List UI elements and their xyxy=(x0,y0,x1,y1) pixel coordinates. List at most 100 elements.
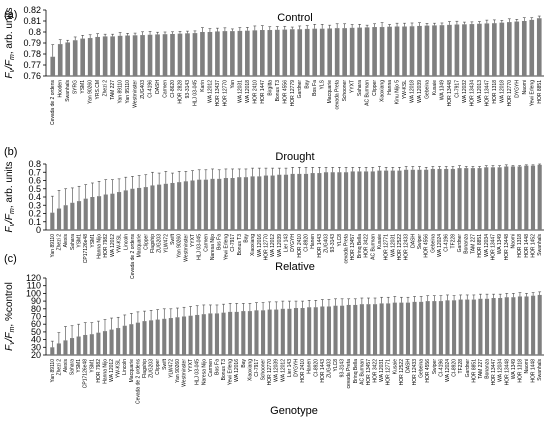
x-tick-label: HOR 12770 xyxy=(263,234,269,261)
bar xyxy=(129,324,134,355)
x-tick-label: WA 12012 xyxy=(280,359,286,382)
y-tick-label: 120 xyxy=(26,273,41,283)
panel-title: Drought xyxy=(275,151,314,163)
bar xyxy=(267,309,272,355)
x-tick-label: Swift xyxy=(162,358,168,369)
bar xyxy=(536,18,542,76)
bar xyxy=(506,22,512,77)
x-tick-label: YW-KSL xyxy=(402,80,408,99)
bar xyxy=(237,30,243,76)
x-tick-label: Naomi xyxy=(524,359,530,373)
x-tick-label: HOR 1318 xyxy=(517,234,523,258)
bar xyxy=(155,34,160,76)
bar xyxy=(342,28,347,76)
bar xyxy=(259,30,265,76)
x-tick-label: Yan xyxy=(230,80,236,89)
x-tick-label: TF228 xyxy=(450,234,456,249)
bar xyxy=(490,167,496,230)
x-tick-label: HLJ 03-045 xyxy=(192,80,198,106)
x-tick-label: HOR 3422 xyxy=(373,359,379,383)
bar xyxy=(471,299,476,355)
bar xyxy=(168,318,173,355)
x-tick-label: Lincoln xyxy=(123,234,129,250)
x-tick-label: CI-4196 xyxy=(148,80,154,98)
y-tick-label: 110 xyxy=(27,281,41,291)
y-tick-label: 0 xyxy=(36,225,41,235)
bar xyxy=(197,179,202,230)
bar xyxy=(484,298,490,355)
bar xyxy=(222,31,228,76)
bar xyxy=(123,190,128,230)
x-tick-label: Yewi Erleng xyxy=(228,359,234,385)
bar xyxy=(379,27,385,76)
bar xyxy=(464,168,469,230)
x-tick-label: HOR 7982 xyxy=(103,234,109,258)
x-tick-label: Bay xyxy=(305,80,311,89)
bar xyxy=(195,314,200,355)
x-tick-label: WA 12039 xyxy=(417,80,423,103)
bar xyxy=(462,24,467,76)
bar xyxy=(135,322,140,355)
bar xyxy=(410,169,415,230)
x-tick-label: Hooden xyxy=(58,80,64,98)
x-tick-label: WA 1349 xyxy=(497,234,503,254)
x-tick-label: Swiper xyxy=(432,359,438,375)
panel-label: (a) xyxy=(4,9,17,21)
x-tick-label: DASH xyxy=(410,234,416,248)
x-tick-label: Hanna xyxy=(387,80,393,95)
bar xyxy=(57,44,63,76)
x-tick-label: Kusaie xyxy=(392,359,398,375)
bar xyxy=(454,24,460,76)
x-tick-label: Lier 143 xyxy=(283,234,289,252)
y-tick-label: 0.78 xyxy=(23,49,41,59)
bar xyxy=(346,304,351,355)
x-tick-label: Gebeina xyxy=(424,80,430,99)
x-tick-label: HOR 12771 xyxy=(386,359,392,386)
bar xyxy=(333,305,338,355)
bar xyxy=(110,36,115,76)
bar xyxy=(297,29,303,76)
y-tick-label: 0.5 xyxy=(28,184,41,194)
x-tick-label: HOR 13448 xyxy=(447,80,453,107)
x-tick-label: Westminster xyxy=(182,359,188,387)
x-tick-label: HOR 13447 xyxy=(490,234,496,261)
bar xyxy=(183,181,188,230)
bar xyxy=(402,26,407,76)
bar xyxy=(343,172,349,230)
panel-title: Relative xyxy=(275,261,315,273)
bar xyxy=(203,179,208,230)
bar xyxy=(208,313,213,355)
x-tick-label: HOR 2410 xyxy=(297,234,303,258)
bar xyxy=(313,307,318,355)
x-tick-label: HOR 4556 xyxy=(425,359,431,383)
x-tick-label: ZUG203 xyxy=(149,359,155,378)
x-tick-label: Swanhals xyxy=(65,80,71,102)
x-tick-label: Naomi xyxy=(510,234,516,248)
x-tick-label: AC Burman xyxy=(359,359,365,385)
bar xyxy=(353,304,358,355)
x-tick-label: Gebeina xyxy=(419,359,425,378)
bar xyxy=(478,298,483,355)
bar xyxy=(340,305,345,355)
x-axis-label: Genotype xyxy=(270,405,318,417)
x-tick-label: Yan 89110 xyxy=(50,234,56,258)
x-tick-label: ZUG203 xyxy=(157,234,163,253)
x-tick-label: WA 12018 xyxy=(245,80,251,103)
bar xyxy=(63,205,68,230)
bar xyxy=(102,36,108,76)
x-tick-label: HOR 12433 xyxy=(404,234,410,261)
bar xyxy=(404,169,409,230)
x-tick-label: Yan 90260 xyxy=(175,359,181,383)
x-tick-label: WA 12031 xyxy=(390,234,396,257)
x-tick-label: AC Burman xyxy=(370,234,376,260)
bar xyxy=(117,35,123,76)
x-tick-label: Yewi Erleng xyxy=(529,80,535,106)
bar xyxy=(438,301,443,355)
x-tick-label: Kinu Nijo 5 xyxy=(395,80,401,104)
bar xyxy=(177,182,182,230)
x-tick-label: Kusaie xyxy=(377,234,383,250)
x-tick-label: HOR 1448 xyxy=(524,234,530,258)
x-tick-label: 93-3143 xyxy=(330,234,336,253)
x-tick-label: HOR 13457 xyxy=(366,359,372,386)
